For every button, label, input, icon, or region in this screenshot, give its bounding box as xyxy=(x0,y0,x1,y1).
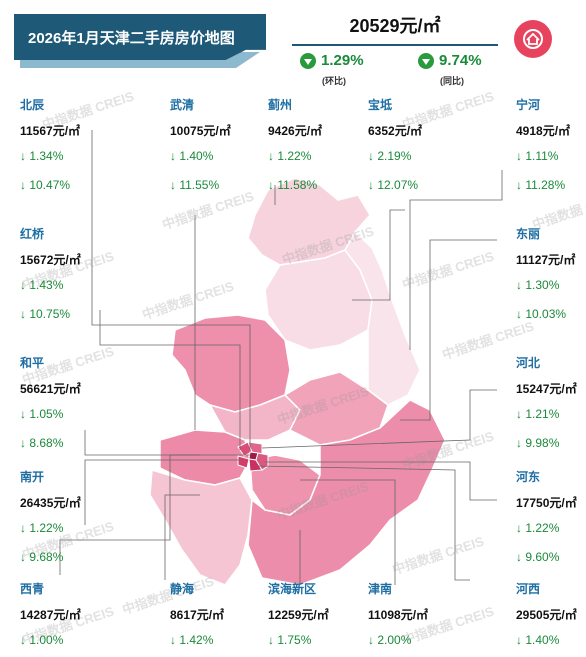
district-name: 红桥 xyxy=(20,227,45,241)
district-price: 11098元/㎡ xyxy=(368,608,429,622)
district-price: 4918元/㎡ xyxy=(516,124,571,138)
creis-logo xyxy=(514,20,552,58)
district-price: 15672元/㎡ xyxy=(20,253,81,267)
district-price: 9426元/㎡ xyxy=(268,124,323,138)
district-name: 静海 xyxy=(170,582,195,596)
district-name: 宁河 xyxy=(516,98,541,112)
house-logo-icon xyxy=(523,29,543,49)
district-hebei: 河北 15247元/㎡ ↓ 1.21% ↓ 9.98% xyxy=(516,354,584,451)
district-mom: ↓ 1.34% xyxy=(20,149,64,163)
district-name: 蓟州 xyxy=(268,98,293,112)
map-region-ninghe xyxy=(344,230,421,406)
district-mom: ↓ 1.05% xyxy=(20,407,64,421)
mom-value: 1.29% xyxy=(321,52,364,69)
mom-change: 1.29% xyxy=(300,52,364,69)
map-region-binhai xyxy=(247,399,446,586)
down-triangle-icon xyxy=(300,52,316,69)
district-price: 14287元/㎡ xyxy=(20,608,81,622)
district-ninghe: 宁河 4918元/㎡ ↓ 1.11% ↓ 11.28% xyxy=(516,96,584,193)
district-mom: ↓ 1.40% xyxy=(170,149,214,163)
district-yoy: ↓ 9.68% xyxy=(20,550,64,564)
district-yoy: ↓ 11.58% xyxy=(268,178,318,192)
district-name: 北辰 xyxy=(20,98,45,112)
district-mom: ↓ 1.30% xyxy=(516,278,560,292)
district-yoy: ↓ 12.07% xyxy=(368,178,419,192)
page-title: 2026年1月天津二手房房价地图 xyxy=(14,14,266,60)
district-binhai: 滨海新区 12259元/㎡ ↓ 1.75% xyxy=(268,580,358,648)
district-yoy: ↓ 10.75% xyxy=(20,307,71,321)
district-mom: ↓ 1.40% xyxy=(516,633,560,647)
district-mom: ↓ 1.75% xyxy=(268,633,312,647)
district-price: 11567元/㎡ xyxy=(20,124,81,138)
district-yoy: ↓ 11.28% xyxy=(516,178,566,192)
mom-label: (环比) xyxy=(322,76,346,86)
district-name: 津南 xyxy=(368,582,393,596)
district-beichen: 北辰 11567元/㎡ ↓ 1.34% ↓ 10.47% xyxy=(20,96,110,193)
district-yoy: ↓ 11.55% xyxy=(170,178,220,192)
district-name: 东丽 xyxy=(516,227,541,241)
district-price: 10075元/㎡ xyxy=(170,124,231,138)
district-mom: ↓ 2.00% xyxy=(368,633,412,647)
yoy-change: 9.74% xyxy=(418,52,482,69)
district-mom: ↓ 1.21% xyxy=(516,407,560,421)
down-triangle-icon xyxy=(418,52,434,69)
district-name: 河东 xyxy=(516,470,541,484)
district-yoy: ↓ 10.03% xyxy=(516,307,567,321)
district-jinnan: 津南 11098元/㎡ ↓ 2.00% xyxy=(368,580,458,648)
district-mom: ↓ 1.22% xyxy=(516,521,560,535)
district-hedong: 河东 17750元/㎡ ↓ 1.22% ↓ 9.60% xyxy=(516,468,584,565)
district-jizhou: 蓟州 9426元/㎡ ↓ 1.22% ↓ 11.58% xyxy=(268,96,358,193)
district-price: 12259元/㎡ xyxy=(268,608,329,622)
district-nankai: 南开 26435元/㎡ ↓ 1.22% ↓ 9.68% xyxy=(20,468,110,565)
district-price: 8617元/㎡ xyxy=(170,608,225,622)
district-yoy: ↓ 8.68% xyxy=(20,436,64,450)
summary-divider xyxy=(292,44,498,46)
district-mom: ↓ 1.42% xyxy=(170,633,214,647)
district-name: 和平 xyxy=(20,356,45,370)
district-price: 11127元/㎡ xyxy=(516,253,576,267)
district-yoy: ↓ 9.98% xyxy=(516,436,560,450)
district-name: 宝坻 xyxy=(368,98,393,112)
district-yoy: ↓ 10.47% xyxy=(20,178,71,192)
district-name: 武清 xyxy=(170,98,195,112)
district-mom: ↓ 1.22% xyxy=(268,149,312,163)
district-dongli: 东丽 11127元/㎡ ↓ 1.30% ↓ 10.03% xyxy=(516,225,584,322)
district-name: 河西 xyxy=(516,582,541,596)
district-mom: ↓ 1.22% xyxy=(20,521,64,535)
district-jinghai: 静海 8617元/㎡ ↓ 1.42% xyxy=(170,580,260,648)
map-region-xiqing xyxy=(159,429,251,486)
district-price: 17750元/㎡ xyxy=(516,496,577,510)
district-wuqing: 武清 10075元/㎡ ↓ 1.40% ↓ 11.55% xyxy=(170,96,260,193)
district-mom: ↓ 1.43% xyxy=(20,278,64,292)
map-region-nankai xyxy=(237,455,250,469)
district-name: 西青 xyxy=(20,582,45,596)
average-price: 20529元/㎡ xyxy=(349,16,441,36)
district-xiqing: 西青 14287元/㎡ ↓ 1.00% xyxy=(20,580,110,648)
district-price: 15247元/㎡ xyxy=(516,382,577,396)
leader-lines xyxy=(59,130,503,585)
district-price: 56621元/㎡ xyxy=(20,382,81,396)
district-price: 29505元/㎡ xyxy=(516,608,577,622)
district-name: 滨海新区 xyxy=(268,582,317,596)
district-name: 河北 xyxy=(516,356,541,370)
district-hongqiao: 红桥 15672元/㎡ ↓ 1.43% ↓ 10.75% xyxy=(20,225,110,322)
district-baodi: 宝坻 6352元/㎡ ↓ 2.19% ↓ 12.07% xyxy=(368,96,458,193)
yoy-label: (同比) xyxy=(440,76,464,86)
district-mom: ↓ 1.00% xyxy=(20,633,64,647)
map-region-wuqing xyxy=(171,314,291,413)
district-mom: ↓ 2.19% xyxy=(368,149,412,163)
district-price: 6352元/㎡ xyxy=(368,124,423,138)
district-hexi: 河西 29505元/㎡ ↓ 1.40% xyxy=(516,580,584,648)
district-yoy: ↓ 9.60% xyxy=(516,550,560,564)
yoy-value: 9.74% xyxy=(439,52,482,69)
district-price: 26435元/㎡ xyxy=(20,496,81,510)
district-mom: ↓ 1.11% xyxy=(516,149,559,163)
district-name: 南开 xyxy=(20,470,45,484)
district-heping: 和平 56621元/㎡ ↓ 1.05% ↓ 8.68% xyxy=(20,354,110,451)
